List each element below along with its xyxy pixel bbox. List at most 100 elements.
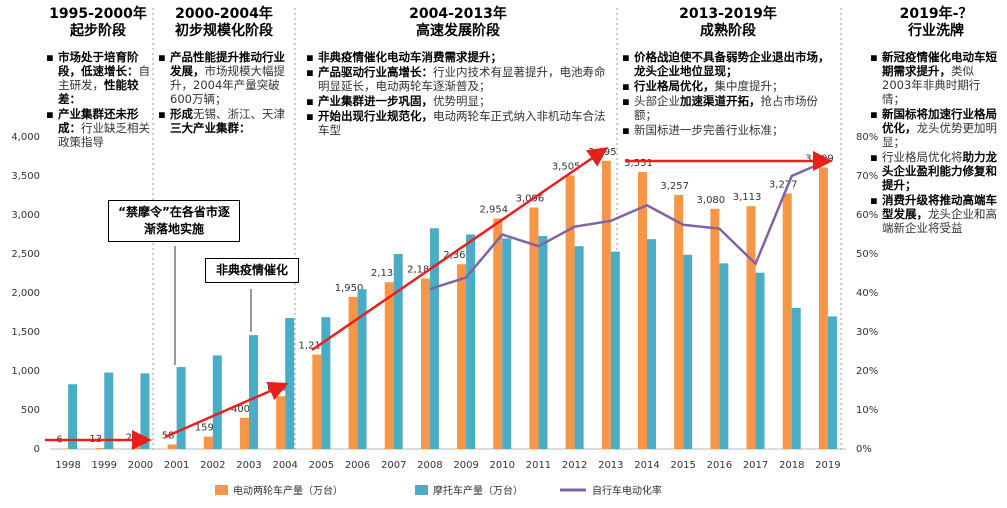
phase-title: 2019年-？: [899, 6, 973, 22]
y2-tick-label: 30%: [856, 327, 878, 338]
x-tick-label: 2011: [526, 460, 551, 471]
bar: [348, 296, 358, 449]
phase: 2004-2013年高速发展阶段非典疫情催化电动车消费需求提升；产品驱动行业高增…: [306, 6, 610, 138]
bullet-text: 无锡、浙江、天津: [193, 107, 285, 121]
y-tick-label: 0: [34, 444, 40, 455]
bullet: 产品性能提升推动行业发展，市场规模大幅提升，2004年产量突破600万辆；: [158, 50, 290, 106]
data-label: 29: [126, 433, 139, 444]
data-label: 1,211: [299, 341, 328, 352]
bullet-text: 集中度提升；: [714, 79, 784, 93]
data-label: 3,277: [769, 179, 798, 190]
bullet-text: 新国标进一步完善行业标准；: [634, 123, 784, 137]
y-tick-label: 2,000: [11, 288, 40, 299]
bar: [203, 436, 213, 449]
bar: [746, 206, 756, 449]
y-tick-label: 4,000: [11, 132, 40, 143]
bar: [674, 194, 684, 449]
bar: [755, 272, 765, 449]
y-tick-label: 1,000: [11, 366, 40, 377]
x-tick-label: 2000: [128, 460, 153, 471]
bar: [638, 172, 647, 449]
bar: [529, 207, 539, 449]
x-tick-label: 2002: [200, 460, 225, 471]
connectors: [174, 246, 252, 365]
callout: “禁摩令”在各省市逐渐落地实施: [108, 200, 240, 242]
data-label: 1,950: [335, 283, 364, 294]
y2-tick-label: 10%: [856, 405, 878, 416]
bullet-bold: 非典疫情催化电动车消费需求提升；: [318, 50, 502, 64]
bar: [249, 335, 258, 449]
bullet-bold: 加速渠道开拓，: [680, 94, 761, 108]
bar: [457, 264, 467, 449]
bullet-bold: 新冠疫情催化电动车短期需求提升，: [882, 50, 997, 78]
y2-tick-label: 70%: [856, 171, 878, 182]
bullet: 开始出现行业规范化，电动两轮车正式纳入非机动车合法车型: [306, 109, 610, 137]
data-label: 159: [195, 423, 214, 434]
bullet: 新冠疫情催化电动车短期需求提升，类似2003年非典时期行情；: [870, 50, 1002, 106]
data-label: 3,505: [552, 162, 581, 173]
phase-title: 2004-2013年: [409, 6, 507, 22]
x-tick-label: 2014: [634, 460, 659, 471]
y-tick-label: 1,500: [11, 327, 40, 338]
bar: [610, 251, 620, 449]
bullet-bold: 助力龙头企业盈利能力修复和提升；: [882, 150, 997, 192]
legend-swatch: [415, 485, 428, 495]
bullet: 形成无锡、浙江、天津三大产业集群：: [158, 107, 290, 135]
bar: [493, 218, 503, 449]
bar: [502, 238, 512, 449]
data-label: 2,186: [407, 264, 436, 275]
x-tick-label: 2006: [345, 460, 370, 471]
x-tick-label: 2010: [490, 460, 515, 471]
bullet-text: 自主研发，: [58, 64, 150, 92]
y2-tick-label: 80%: [856, 132, 878, 143]
bullet-bold: 消费升级将推动高端车型发展，: [882, 193, 997, 221]
x-tick-label: 2007: [381, 460, 406, 471]
callout: 非典疫情催化: [205, 258, 299, 283]
phase: 1995-2000年起步阶段市场处于培育阶段，低速增长：自主研发，性能较差：产业…: [46, 6, 150, 150]
x-tick-label: 2008: [417, 460, 442, 471]
bar: [574, 246, 584, 449]
x-tick-label: 2018: [779, 460, 804, 471]
phase-subtitle: 初步规模化阶段: [175, 23, 273, 39]
bar: [285, 317, 295, 449]
bar: [601, 160, 611, 450]
x-tick-label: 2005: [309, 460, 334, 471]
bullet-text: 头部企业: [634, 94, 680, 108]
bar: [357, 289, 367, 449]
x-tick-label: 1998: [55, 460, 80, 471]
bullet-bold: 形成: [170, 107, 193, 121]
bullet: 行业格局优化将助力龙头企业盈利能力修复和提升；: [870, 150, 1002, 192]
y-tick-label: 2,500: [11, 249, 40, 260]
phase-subtitle: 起步阶段: [70, 23, 126, 39]
data-label: 2,138: [371, 268, 400, 279]
bullet-text: 龙头企业和高端新企业将受益: [882, 207, 997, 235]
phase-subtitle: 高速发展阶段: [416, 23, 500, 39]
bullet: 产业集群进一步巩固，优势明显；: [306, 94, 610, 108]
phase-bullets: 市场处于培育阶段，低速增长：自主研发，性能较差：产业集群还未形成：行业缺乏相关政…: [46, 50, 150, 149]
x-tick-label: 2004: [272, 460, 297, 471]
bar: [104, 372, 114, 449]
rate-line: [429, 159, 829, 291]
legend-label: 电动两轮车产量（万台）: [233, 484, 343, 497]
phase-subtitle: 成熟阶段: [700, 23, 756, 39]
data-label: 400: [231, 404, 250, 415]
bullet: 新国标将加速行业格局优化，龙头优势更加明显；: [870, 107, 1002, 149]
phase: 2019年-？行业洗牌新冠疫情催化电动车短期需求提升，类似2003年非典时期行情…: [870, 6, 1002, 236]
x-tick-label: 2019: [815, 460, 840, 471]
bullet: 消费升级将推动高端车型发展，龙头企业和高端新企业将受益: [870, 193, 1002, 235]
legend-label: 摩托车产量（万台）: [433, 484, 523, 497]
bullet-text: 优势明显；: [433, 94, 491, 108]
data-label: 3,551: [624, 158, 653, 169]
bar: [212, 355, 222, 449]
bar: [647, 239, 656, 449]
bullet-text: 类似2003年非典时期行情；: [882, 64, 981, 106]
bullet-bold: 行业格局优化，: [634, 79, 715, 93]
data-label: 2,954: [479, 205, 508, 216]
bar: [466, 234, 476, 449]
y2-tick-label: 50%: [856, 249, 878, 260]
bar: [140, 373, 150, 449]
phase: 2013-2019年成熟阶段价格战迫使不具备弱势企业退出市场，龙头企业地位显现；…: [622, 6, 834, 138]
bullet-bold: 三大产业集群：: [170, 121, 251, 135]
trend-arrows: [45, 147, 833, 450]
